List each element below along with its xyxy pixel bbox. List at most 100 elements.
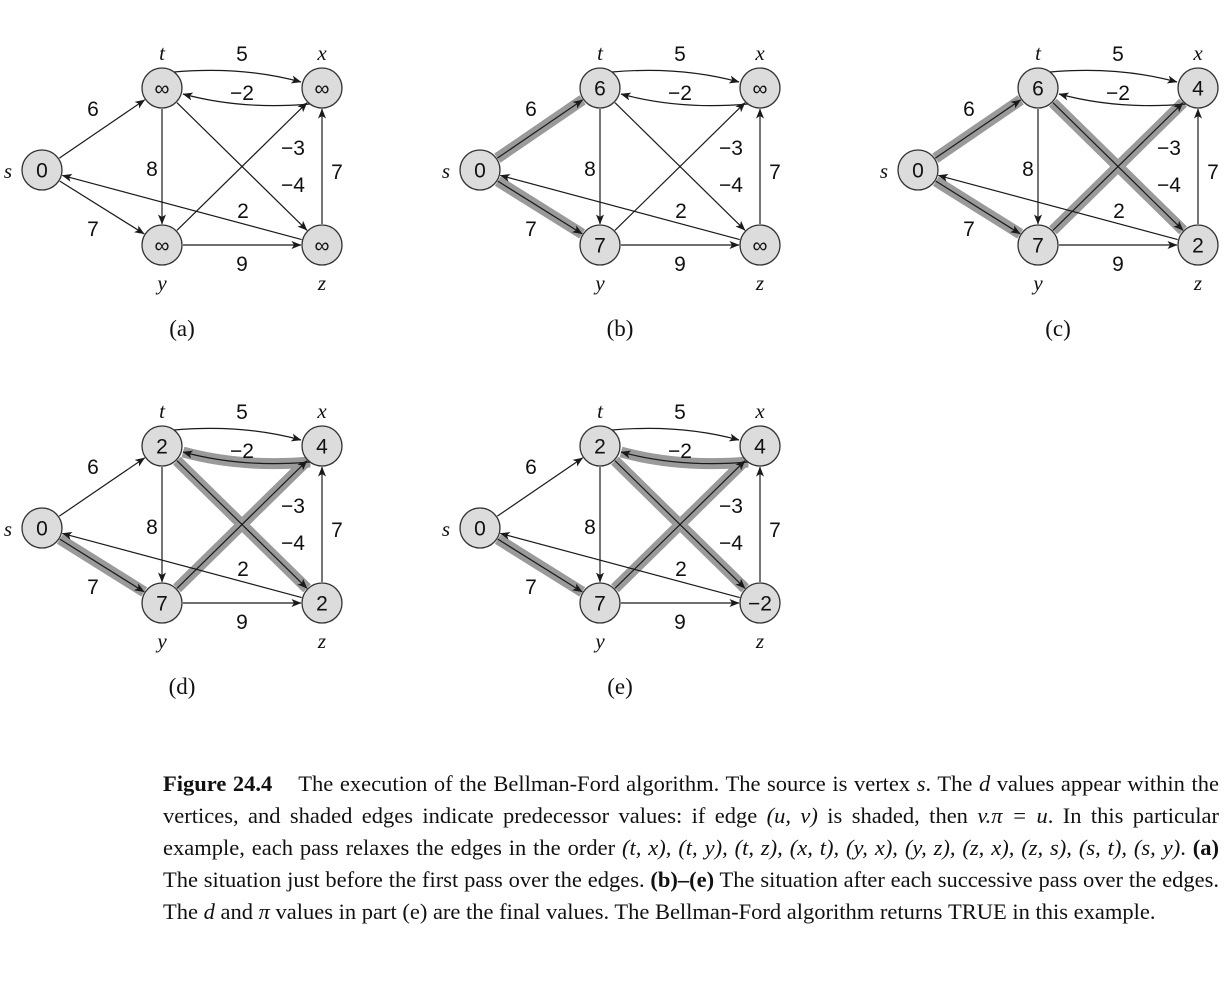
vertex-x [739,67,781,109]
caption-text: . The [925,771,979,796]
edge-t-z [614,102,746,231]
edge-t-z [176,460,308,589]
caption-var-d: d [203,899,215,924]
edge-weight-t-y: 8 [1022,158,1034,181]
vertex-y [579,224,621,266]
edge-weight-z-x: 7 [769,161,781,184]
edge-s-t [58,457,146,517]
vertex-value-z: ∞ [315,235,330,258]
caption-edge-uv: (u, v) [766,803,818,828]
edge-weight-z-x: 7 [331,161,343,184]
vertex-name-x: x [754,41,765,65]
vertex-z [739,224,781,266]
edge-weight-t-y: 8 [584,516,596,539]
edge-weight-s-y: 7 [87,218,99,241]
edge-s-y [497,180,583,235]
edge-weight-y-x: −3 [281,137,305,160]
caption-true-word: TRUE [948,899,1007,924]
edge-weight-z-s: 2 [237,200,249,223]
vertex-value-z: ∞ [753,235,768,258]
graph-panel-3: 5 −2 6 7 8 −3 −4 2 9 7 0 s 6 t 4 x 7 y 2 z (c) [880,41,1219,341]
edge-weight-s-t: 6 [963,98,975,121]
caption-part-a-label: (a) [1192,835,1220,860]
edge-weight-y-z: 9 [674,611,686,634]
vertex-value-t: ∞ [155,78,170,101]
vertex-y [579,582,621,624]
vertex-value-s: 0 [474,160,486,183]
caption-var-d: d [978,771,991,796]
caption-edge-order: (t, x), (t, y), (t, z), (x, t), (y, x), … [622,835,1181,860]
vertex-value-s: 0 [36,160,48,183]
vertex-z [1177,224,1219,266]
caption-text: in this example. [1006,899,1156,924]
vertex-y [141,224,183,266]
vertex-name-s: s [442,159,450,183]
caption-text: The situation just before the first pass… [163,867,651,892]
edge-s-y [59,180,145,235]
vertex-t [579,67,621,109]
edge-z-s [499,532,740,599]
edge-weight-x-t: −2 [668,82,692,105]
edge-weight-t-z: −4 [281,174,305,197]
vertex-value-t: 6 [594,78,606,101]
caption-text: The execution of the Bellman-Ford algori… [298,771,917,796]
vertex-y [1017,224,1059,266]
edge-weight-x-t: −2 [230,440,254,463]
vertex-value-x: 4 [316,436,328,459]
vertex-value-y: 7 [594,593,606,616]
caption-pi-equation: v.π = u [977,803,1048,828]
vertex-name-x: x [316,399,327,423]
edge-s-y [497,538,583,593]
caption-text: values appear within the vertices, and s… [163,771,1219,828]
edge-s-t [496,457,584,517]
panel-label: (b) [607,316,634,341]
vertex-value-x: ∞ [315,78,330,101]
vertex-value-s: 0 [474,518,486,541]
edge-weight-s-t: 6 [87,456,99,479]
vertex-value-y: 7 [594,235,606,258]
vertex-name-y: y [155,629,167,653]
vertex-name-s: s [4,159,12,183]
edge-t-z [1052,102,1184,231]
edge-weight-t-x: 5 [1112,43,1124,66]
edge-weight-t-y: 8 [146,516,158,539]
edge-x-t [182,92,311,107]
figure-caption: Figure 24.4 The execution of the Bellman… [163,768,1219,928]
edge-weight-s-t: 6 [525,456,537,479]
vertex-name-y: y [1031,271,1043,295]
vertex-value-x: 4 [754,436,766,459]
vertex-value-s: 0 [912,160,924,183]
edge-x-t [620,92,749,107]
bellman-ford-figure: 5 −2 6 7 8 −3 −4 2 9 7 0 s ∞ t ∞ x ∞ y ∞ z (a) 5 −2 6 7 8 −3 −4 2 9 7 0… [4,41,1219,699]
edge-weight-y-z: 9 [1112,253,1124,276]
edge-t-x [173,69,302,84]
edge-weight-t-x: 5 [236,401,248,424]
caption-var-pi: π [258,899,270,924]
vertex-name-y: y [593,629,605,653]
vertex-name-t: t [597,399,604,423]
vertex-name-z: z [1193,271,1202,295]
edge-t-z [176,102,308,231]
vertex-value-x: ∞ [753,78,768,101]
vertex-name-s: s [880,159,888,183]
edge-t-x [611,69,740,84]
edge-weight-z-x: 7 [769,519,781,542]
edge-weight-z-x: 7 [331,519,343,542]
vertex-name-t: t [597,41,604,65]
vertex-value-y: 7 [1032,235,1044,258]
vertex-name-t: t [159,399,166,423]
caption-text: . [1180,835,1193,860]
edge-weight-t-y: 8 [584,158,596,181]
vertex-value-t: 2 [594,436,606,459]
edge-t-x [611,427,740,442]
vertex-name-x: x [316,41,327,65]
edge-weight-t-x: 5 [674,401,686,424]
edge-weight-s-y: 7 [525,218,537,241]
caption-text: is shaded, then [817,803,978,828]
edge-s-t [58,99,146,159]
vertex-z [301,582,343,624]
vertex-x [739,425,781,467]
caption-text: values in part (e) are the final values.… [269,899,949,924]
edge-weight-y-z: 9 [236,611,248,634]
vertex-t [141,67,183,109]
